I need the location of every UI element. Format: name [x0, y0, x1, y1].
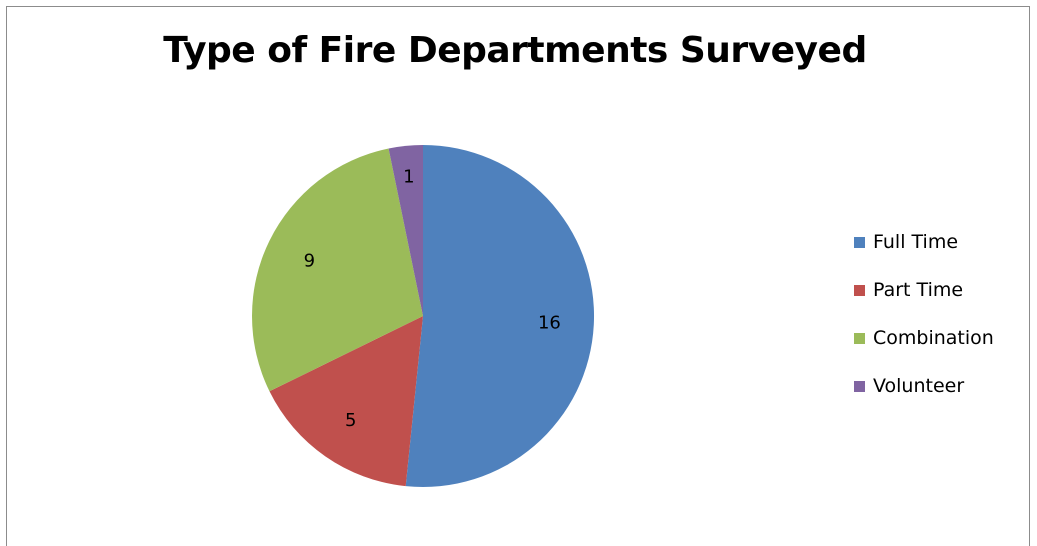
pie-slice-part-time	[269, 316, 423, 487]
legend-swatch	[854, 332, 865, 344]
pie-slices	[252, 145, 595, 488]
chart-legend: Full Time Part Time Combination Volunteer	[854, 230, 994, 422]
chart-title: Type of Fire Departments Surveyed	[163, 30, 867, 71]
legend-swatch	[854, 380, 865, 392]
pie-slice-volunteer	[388, 145, 423, 316]
legend-item: Part Time	[854, 278, 994, 302]
legend-item: Volunteer	[854, 374, 994, 398]
pie-data-labels: 16 5 9 1	[304, 167, 561, 431]
pie-data-label: 5	[345, 410, 356, 431]
legend-swatch	[854, 284, 865, 296]
legend-label: Part Time	[873, 279, 964, 301]
legend-swatch	[854, 236, 865, 248]
legend-label: Full Time	[873, 231, 959, 253]
pie-slice-full-time	[405, 145, 595, 488]
legend-item: Combination	[854, 326, 994, 350]
pie-slice-combination	[252, 148, 423, 392]
pie-data-label: 1	[403, 167, 414, 188]
pie-data-label: 16	[538, 312, 561, 333]
legend-item: Full Time	[854, 230, 994, 254]
legend-label: Volunteer	[873, 375, 965, 397]
legend-label: Combination	[873, 327, 994, 349]
pie-data-label: 9	[304, 250, 315, 271]
